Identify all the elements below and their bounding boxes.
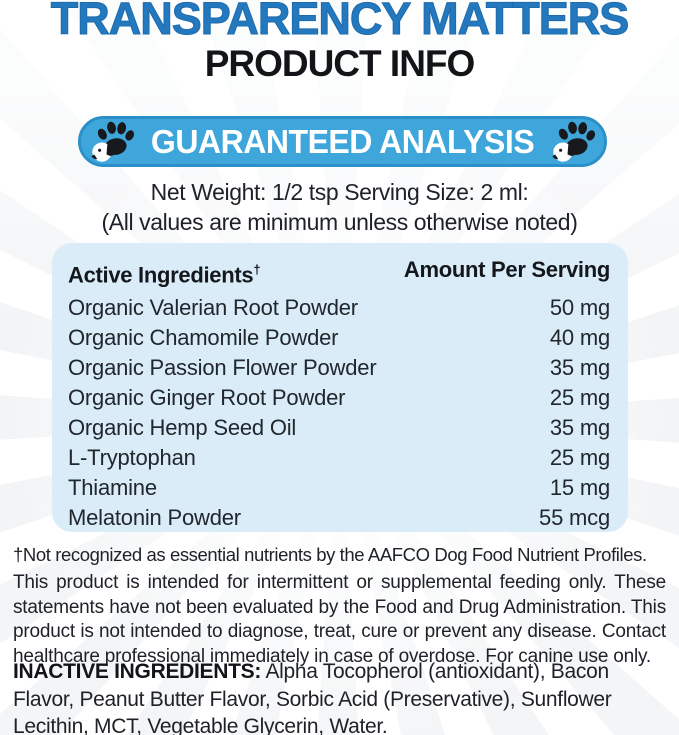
table-row: Organic Valerian Root Powder 50 mg bbox=[68, 293, 610, 323]
paw-dog-icon bbox=[91, 121, 134, 162]
guaranteed-analysis-banner: GUARANTEED ANALYSIS bbox=[78, 116, 607, 167]
inactive-ingredients-list: Alpha Tocopherol (antioxidant), Bacon Fl… bbox=[13, 660, 612, 735]
table-row: Organic Chamomile Powder 40 mg bbox=[68, 323, 610, 353]
dagger-footmark: † bbox=[253, 262, 261, 277]
fda-disclaimer: This product is intended for intermitten… bbox=[13, 572, 666, 667]
ingredient-name: Organic Hemp Seed Oil bbox=[68, 415, 297, 441]
ingredient-amount: 35 mg bbox=[549, 355, 610, 381]
ingredient-name: Organic Passion Flower Powder bbox=[68, 355, 377, 381]
inactive-ingredients: INACTIVE INGREDIENTS: Alpha Tocopherol (… bbox=[13, 658, 666, 735]
headline-product-info: PRODUCT INFO bbox=[204, 43, 476, 84]
ingredient-amount: 15 mg bbox=[549, 475, 610, 501]
paw-dog-icon bbox=[552, 121, 595, 162]
net-weight-serving-line: Net Weight: 1/2 tsp Serving Size: 2 ml: bbox=[150, 179, 529, 205]
ingredient-name: Melatonin Powder bbox=[68, 505, 241, 531]
ingredient-name: L-Tryptophan bbox=[68, 445, 196, 471]
guaranteed-analysis-table: Active Ingredients† Amount Per Serving O… bbox=[52, 243, 628, 532]
ingredient-amount: 40 mg bbox=[549, 325, 610, 351]
ingredient-amount: 25 mg bbox=[549, 445, 610, 471]
ingredient-amount: 55 mcg bbox=[539, 505, 610, 531]
ingredient-name: Organic Chamomile Powder bbox=[68, 325, 339, 351]
table-row: Organic Ginger Root Powder 25 mg bbox=[68, 383, 610, 413]
ingredient-name: Organic Valerian Root Powder bbox=[68, 295, 358, 321]
table-row: L-Tryptophan 25 mg bbox=[68, 443, 610, 473]
ingredient-amount: 25 mg bbox=[549, 385, 610, 411]
ingredient-amount: 50 mg bbox=[549, 295, 610, 321]
column-header-amount-per-serving: Amount Per Serving bbox=[403, 257, 610, 282]
inactive-ingredients-label: INACTIVE INGREDIENTS: bbox=[13, 660, 262, 683]
aafco-footnote: †Not recognized as essential nutrients b… bbox=[13, 544, 647, 565]
table-row: Thiamine 15 mg bbox=[68, 473, 610, 503]
ingredient-name: Thiamine bbox=[68, 475, 157, 501]
table-row: Organic Passion Flower Powder 35 mg bbox=[68, 353, 610, 383]
table-header-row: Active Ingredients† Amount Per Serving bbox=[68, 256, 610, 289]
minimum-values-note: (All values are minimum unless otherwise… bbox=[101, 209, 578, 235]
ingredient-name: Organic Ginger Root Powder bbox=[68, 385, 346, 411]
ingredient-amount: 35 mg bbox=[549, 415, 610, 441]
banner-label: GUARANTEED ANALYSIS bbox=[150, 122, 535, 160]
column-header-active-ingredients: Active Ingredients† bbox=[68, 262, 261, 288]
headline-transparency-matters: TRANSPARENCY MATTERS bbox=[50, 0, 630, 45]
table-row: Melatonin Powder 55 mcg bbox=[68, 503, 610, 533]
table-row: Organic Hemp Seed Oil 35 mg bbox=[68, 413, 610, 443]
